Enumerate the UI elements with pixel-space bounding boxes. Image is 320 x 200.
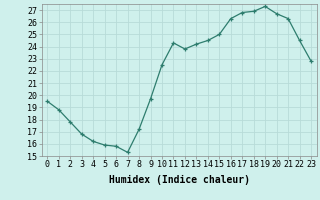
X-axis label: Humidex (Indice chaleur): Humidex (Indice chaleur)	[109, 175, 250, 185]
